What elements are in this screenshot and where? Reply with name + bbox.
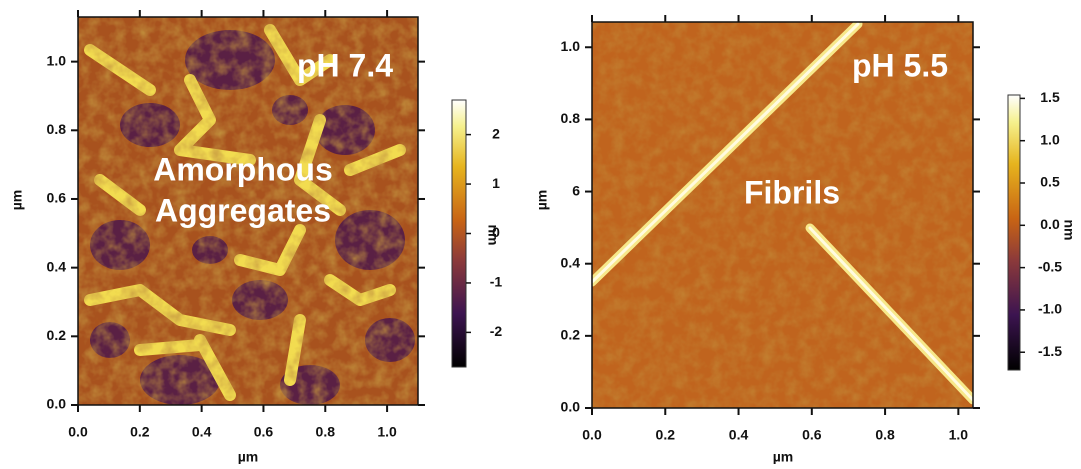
colorbar-tick-label: 0.0: [1040, 216, 1060, 232]
colorbar-tick-label: 0.5: [1040, 174, 1060, 190]
colorbar-tick-label: -1.5: [1038, 343, 1062, 359]
x-tick-label: 0.4: [192, 424, 212, 440]
y-tick-label: 0.8: [47, 121, 67, 137]
colorbar-tick-label: 2: [492, 125, 500, 141]
colorbar-tick-label: -1.0: [1038, 301, 1062, 317]
colorbar: [1007, 94, 1021, 371]
y-tick-label: 0.8: [561, 110, 581, 126]
x-tick-label: 0.6: [254, 424, 274, 440]
colorbar-label: nm: [1061, 220, 1077, 241]
x-tick-label: 0.0: [582, 427, 602, 443]
annotation: Aggregates: [155, 192, 331, 228]
annotation: Amorphous: [153, 151, 333, 187]
y-tick-label: 0.4: [47, 258, 67, 274]
x-tick-label: 0.6: [802, 427, 822, 443]
y-tick-label: 0.2: [561, 327, 581, 343]
y-axis-label: µm: [9, 190, 25, 211]
x-tick-label: 0.0: [68, 424, 88, 440]
x-tick-label: 0.2: [130, 424, 150, 440]
annotation: pH 7.4: [297, 47, 393, 83]
x-tick-label: 0.2: [656, 427, 676, 443]
y-tick-label: 0.4: [561, 254, 581, 270]
y-tick-label: 0.6: [47, 190, 67, 206]
y-tick-label: 0.0: [47, 396, 67, 412]
y-axis-label: µm: [534, 190, 550, 211]
y-tick-label: 6: [572, 182, 580, 198]
afm-image: [78, 17, 418, 405]
colorbar-tick-label: 0: [492, 224, 500, 240]
annotation: Fibrils: [744, 174, 840, 210]
x-tick-label: 0.4: [729, 427, 749, 443]
annotation: pH 5.5: [852, 47, 948, 83]
y-tick-label: 1.0: [561, 38, 581, 54]
image-frame: [77, 16, 419, 406]
image-frame: [591, 21, 974, 409]
colorbar-tick-label: 1.0: [1040, 131, 1060, 147]
y-tick-label: 0.0: [561, 399, 581, 415]
colorbar: [451, 99, 467, 368]
x-tick-label: 0.8: [875, 427, 895, 443]
colorbar-tick-label: -0.5: [1038, 258, 1062, 274]
colorbar-tick-label: 1.5: [1040, 89, 1060, 105]
x-tick-label: 0.8: [316, 424, 336, 440]
x-axis-label: µm: [238, 449, 259, 464]
y-tick-label: 1.0: [47, 52, 67, 68]
colorbar-label: nm: [485, 225, 501, 246]
colorbar-tick-label: -2: [490, 323, 503, 339]
colorbar-tick-label: 1: [492, 175, 500, 191]
x-tick-label: 1.0: [949, 427, 969, 443]
x-axis-label: µm: [773, 449, 794, 464]
y-tick-label: 0.2: [47, 327, 67, 343]
x-tick-label: 1.0: [377, 424, 397, 440]
afm-image: [592, 22, 973, 408]
colorbar-tick-label: -1: [490, 274, 503, 290]
